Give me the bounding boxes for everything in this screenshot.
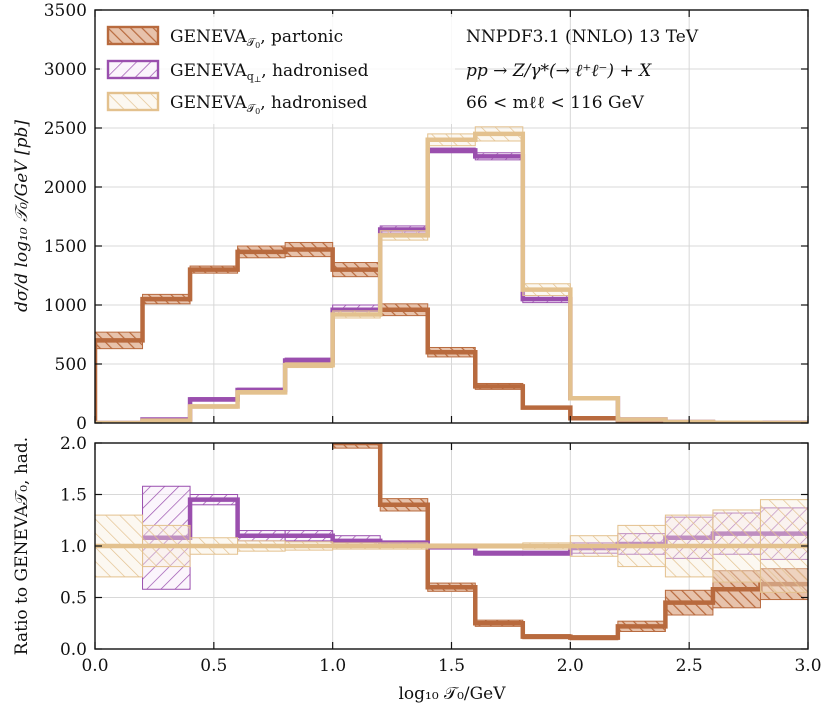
ratio-xlabel: log₁₀ 𝒯₀/GeV <box>398 684 506 704</box>
ratio-panel-ticks: 0.0 0.5 1.0 1.5 2.0 0.0 0.5 1.0 1.5 2.0 2.5 3.0 <box>60 434 822 676</box>
ratio-xtick-label: 1.0 <box>319 656 346 676</box>
ratio-xtick-label: 2.5 <box>676 656 703 676</box>
ratio-xtick-label: 0.0 <box>81 656 108 676</box>
ratio-series-tau0had <box>95 499 808 593</box>
legend-item-qperp: GENEVAq⊥, hadronised <box>106 59 369 84</box>
ratio-ylabel: Ratio to GENEVA𝒯₀, had. <box>12 437 32 655</box>
ratio-xtick-label: 0.5 <box>200 656 227 676</box>
main-ytick-label: 1500 <box>44 237 87 257</box>
legend-item-partonic: GENEVA𝒯0, partonic <box>106 25 343 50</box>
main-ytick-label: 3000 <box>44 60 87 80</box>
legend-swatch-partonic <box>106 25 160 46</box>
legend-item-tau0had: GENEVA𝒯0, hadronised <box>106 91 368 116</box>
process-info: NNPDF3.1 (NNLO) 13 TeV pp → Z/γ*(→ ℓ⁺ℓ⁻)… <box>466 27 699 113</box>
main-panel-ticks: 0 500 1000 1500 2000 2500 3000 3500 <box>44 1 809 434</box>
main-step-tau0had <box>95 131 808 423</box>
info-pdf-energy: NNPDF3.1 (NNLO) 13 TeV <box>466 27 699 47</box>
ratio-xtick-label: 1.5 <box>438 656 465 676</box>
ratio-ytick-label: 2.0 <box>60 434 87 454</box>
ratio-ytick-label: 0.5 <box>60 589 87 609</box>
info-process: pp → Z/γ*(→ ℓ⁺ℓ⁻) + X <box>466 61 652 81</box>
ratio-xtick-label: 2.0 <box>557 656 584 676</box>
ratio-ytick-label: 1.5 <box>60 486 87 506</box>
main-ytick-label: 1000 <box>44 296 87 316</box>
main-ylabel: dσ/d log₁₀ 𝒯₀/GeV [pb] <box>12 120 32 312</box>
info-mass-window: 66 < mℓℓ < 116 GeV <box>466 93 645 113</box>
ratio-ytick-label: 1.0 <box>60 537 87 557</box>
ratio-xtick-label: 3.0 <box>794 656 821 676</box>
main-ytick-label: 2000 <box>44 178 87 198</box>
legend-swatch-qperp <box>106 59 160 80</box>
legend-label-qperp: GENEVAq⊥, hadronised <box>170 61 369 84</box>
main-ytick-label: 0 <box>76 414 87 434</box>
main-ytick-label: 500 <box>55 355 87 375</box>
legend-label-partonic: GENEVA𝒯0, partonic <box>170 27 343 50</box>
legend-label-tau0had: GENEVA𝒯0, hadronised <box>170 93 368 116</box>
ratio-panel-plot <box>95 443 808 641</box>
legend-swatch-tau0had <box>106 91 160 112</box>
ratio-step-partonic <box>332 443 808 640</box>
main-ytick-label: 3500 <box>44 1 87 21</box>
legend: GENEVA𝒯0, partonic GENEVAq⊥, hadronised … <box>100 14 455 124</box>
main-ytick-label: 2500 <box>44 119 87 139</box>
main-series-tau0had <box>95 126 808 423</box>
ratio-ytick-label: 0.0 <box>60 640 87 660</box>
